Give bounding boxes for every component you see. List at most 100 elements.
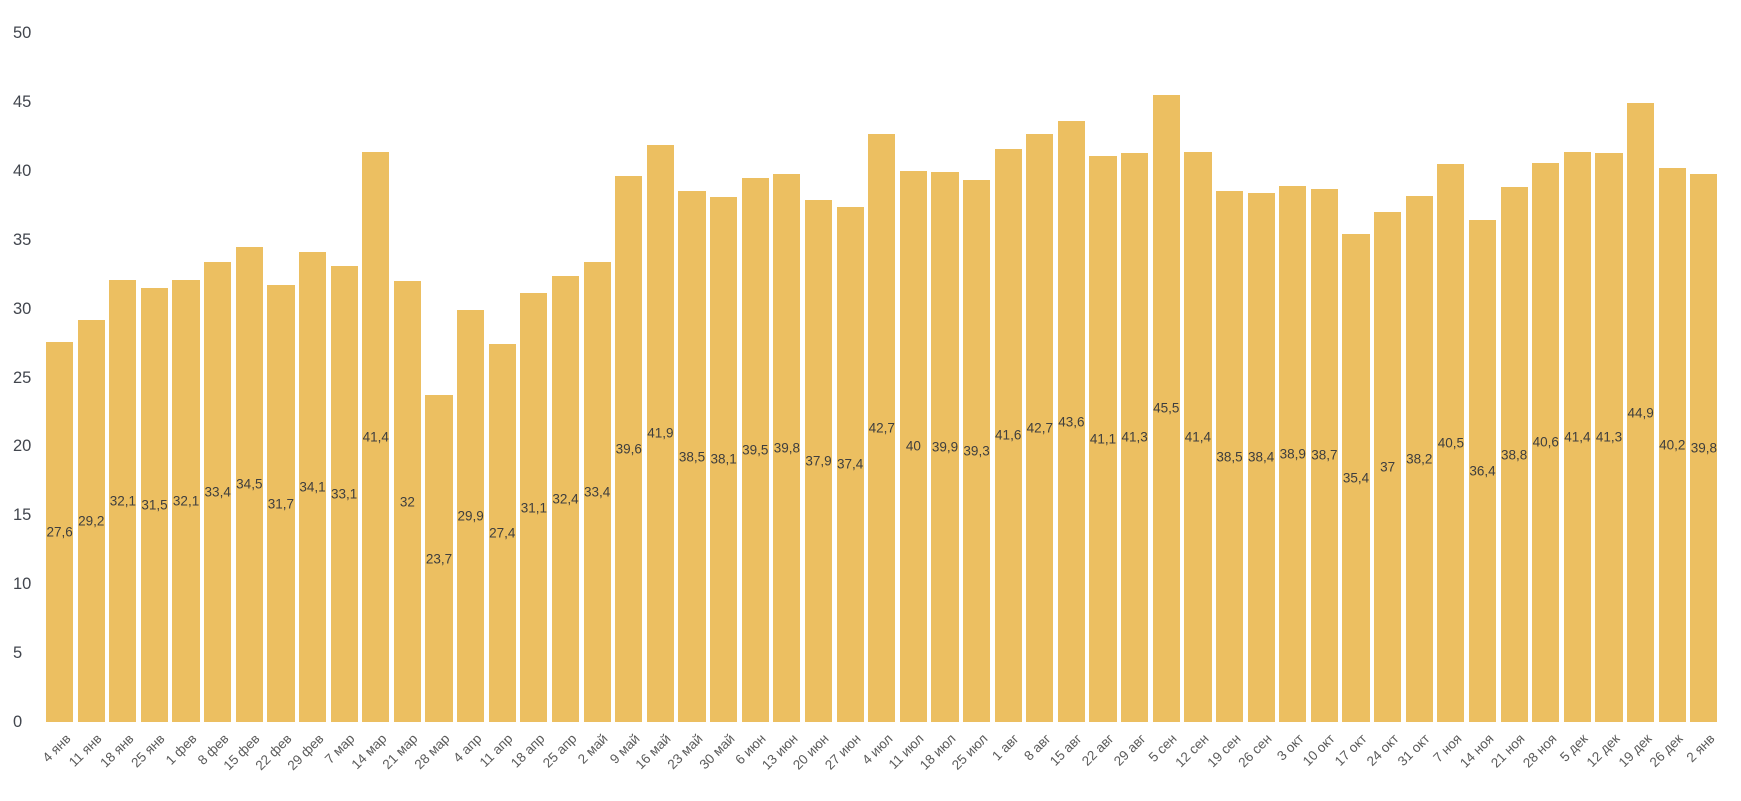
bar[interactable]: 38,5 bbox=[678, 191, 706, 722]
y-axis-tick-label: 5 bbox=[13, 644, 23, 663]
bar[interactable]: 39,5 bbox=[741, 177, 769, 722]
bar[interactable]: 32,4 bbox=[551, 275, 580, 722]
x-axis-tick-label: 11 янв bbox=[66, 731, 105, 770]
bar-value-label: 41,4 bbox=[362, 429, 389, 445]
bar[interactable]: 31,7 bbox=[267, 285, 295, 722]
bar[interactable]: 41,1 bbox=[1089, 155, 1117, 722]
bar[interactable]: 41,4 bbox=[1184, 151, 1212, 722]
bar[interactable]: 31,1 bbox=[520, 293, 548, 722]
bar[interactable]: 39,8 bbox=[1690, 173, 1718, 722]
y-axis-tick-label: 35 bbox=[13, 230, 32, 249]
x-axis-tick-label: 19 дек bbox=[1615, 731, 1655, 770]
bar[interactable]: 38,1 bbox=[710, 196, 738, 722]
bar[interactable]: 37 bbox=[1374, 212, 1402, 722]
bar-value-label: 41,6 bbox=[995, 427, 1022, 443]
bar-value-label: 43,6 bbox=[1058, 414, 1085, 430]
x-axis-tick-label: 25 янв bbox=[128, 731, 169, 771]
bar-value-label: 27,6 bbox=[46, 524, 73, 540]
bar[interactable]: 39,9 bbox=[931, 172, 959, 722]
bar-value-label: 34,5 bbox=[236, 476, 263, 492]
x-axis-tick-label: 11 апр bbox=[476, 731, 516, 770]
bar[interactable]: 33,4 bbox=[583, 261, 611, 722]
bar-value-label: 29,9 bbox=[457, 508, 484, 524]
bar[interactable]: 41,4 bbox=[362, 151, 390, 722]
bar[interactable]: 33,4 bbox=[204, 261, 232, 722]
y-axis-tick-label: 10 bbox=[13, 575, 32, 594]
y-axis-tick-label: 20 bbox=[13, 437, 32, 456]
bar-value-label: 27,4 bbox=[489, 525, 516, 541]
bar[interactable]: 33,1 bbox=[330, 265, 358, 722]
bar[interactable]: 41,3 bbox=[1595, 152, 1623, 722]
bar-value-label: 38,1 bbox=[710, 451, 737, 467]
bar-value-label: 33,4 bbox=[583, 484, 611, 500]
bar[interactable]: 31,5 bbox=[140, 287, 169, 722]
bar[interactable]: 23,7 bbox=[425, 395, 453, 722]
x-axis-tick-label: 15 авг bbox=[1047, 731, 1086, 769]
x-axis-tick-label: 2 май bbox=[574, 731, 611, 767]
bar[interactable]: 27,4 bbox=[488, 344, 516, 722]
bar-value-label: 41,3 bbox=[1121, 429, 1148, 445]
bar[interactable]: 37,4 bbox=[836, 206, 864, 722]
y-axis-tick-label: 15 bbox=[13, 506, 32, 525]
bar[interactable]: 38,9 bbox=[1279, 185, 1307, 722]
bar[interactable]: 40,6 bbox=[1532, 162, 1560, 722]
bar[interactable]: 40,5 bbox=[1437, 163, 1465, 722]
bar[interactable]: 34,1 bbox=[298, 252, 327, 722]
bar[interactable]: 41,4 bbox=[1563, 151, 1591, 722]
bar-value-label: 40,5 bbox=[1437, 435, 1464, 451]
bar[interactable]: 39,8 bbox=[773, 173, 801, 722]
bar-value-label: 40,2 bbox=[1659, 437, 1686, 453]
bar[interactable]: 40,2 bbox=[1658, 168, 1686, 722]
bar-value-label: 38,8 bbox=[1500, 447, 1528, 463]
bar-value-label: 44,9 bbox=[1627, 405, 1654, 421]
bar-value-label: 39,8 bbox=[773, 440, 800, 456]
bar-value-label: 39,3 bbox=[963, 443, 990, 459]
x-axis-tick-label: 23 май bbox=[664, 731, 706, 773]
bar-value-label: 39,5 bbox=[742, 442, 769, 458]
bar[interactable]: 39,3 bbox=[962, 180, 991, 722]
bar[interactable]: 38,7 bbox=[1310, 188, 1338, 722]
bar[interactable]: 40 bbox=[899, 170, 927, 722]
bar[interactable]: 43,6 bbox=[1057, 121, 1086, 722]
bar[interactable]: 34,5 bbox=[235, 246, 263, 722]
x-axis-tick-label: 24 окт bbox=[1363, 731, 1402, 769]
bar-value-label: 37,9 bbox=[805, 453, 832, 469]
bar[interactable]: 41,9 bbox=[646, 144, 674, 722]
y-axis-tick-label: 0 bbox=[13, 713, 23, 731]
bar-value-label: 32,1 bbox=[172, 493, 200, 509]
bar[interactable]: 38,2 bbox=[1405, 195, 1433, 722]
bar[interactable]: 42,7 bbox=[868, 133, 896, 722]
bar[interactable]: 44,9 bbox=[1627, 103, 1655, 722]
bar[interactable]: 36,4 bbox=[1468, 220, 1497, 722]
bar[interactable]: 38,5 bbox=[1215, 191, 1244, 722]
bar-value-label: 37 bbox=[1380, 459, 1396, 475]
x-axis-tick-label: 12 дек bbox=[1583, 731, 1623, 770]
bar[interactable]: 45,5 bbox=[1152, 95, 1180, 722]
x-axis-tick-label: 29 авг bbox=[1110, 731, 1149, 769]
bar[interactable]: 32 bbox=[393, 281, 421, 722]
bar[interactable]: 39,6 bbox=[615, 176, 643, 722]
bar[interactable]: 37,9 bbox=[804, 199, 833, 722]
bar-value-label: 39,8 bbox=[1690, 440, 1717, 456]
bar-value-label: 41,1 bbox=[1089, 431, 1117, 447]
bar-value-label: 33,4 bbox=[204, 484, 231, 500]
bar[interactable]: 38,8 bbox=[1500, 187, 1528, 722]
bar[interactable]: 29,2 bbox=[77, 319, 105, 722]
bar-value-label: 41,3 bbox=[1595, 429, 1623, 445]
bar-value-label: 40 bbox=[905, 438, 921, 454]
bar-value-label: 38,4 bbox=[1248, 449, 1275, 465]
bar[interactable]: 41,6 bbox=[994, 148, 1022, 722]
bar[interactable]: 38,4 bbox=[1247, 192, 1275, 722]
bar-value-label: 29,2 bbox=[78, 513, 105, 529]
bar[interactable]: 29,9 bbox=[457, 309, 485, 722]
bar[interactable]: 35,4 bbox=[1342, 234, 1370, 722]
bar[interactable]: 42,7 bbox=[1026, 133, 1054, 722]
bar[interactable]: 32,1 bbox=[109, 279, 137, 722]
bar[interactable]: 41,3 bbox=[1121, 152, 1149, 722]
x-axis-tick-label: 27 июн bbox=[822, 731, 864, 773]
bar[interactable]: 27,6 bbox=[46, 341, 74, 722]
x-axis-tick-label: 30 май bbox=[696, 731, 738, 773]
bar[interactable]: 32,1 bbox=[172, 279, 200, 722]
x-axis-tick-label: 28 ноя bbox=[1519, 731, 1560, 771]
